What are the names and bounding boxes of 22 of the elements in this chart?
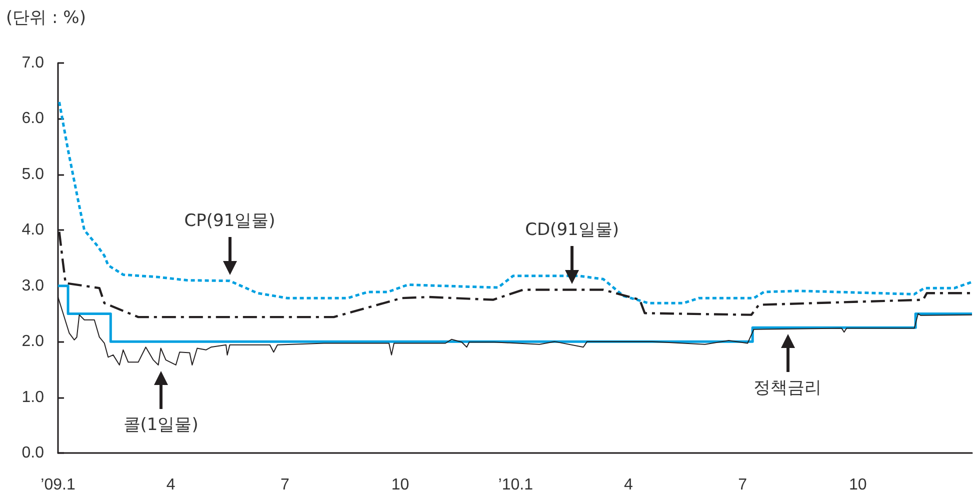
x-tick-label: 10: [391, 476, 410, 494]
x-tick-label: ’10.1: [498, 476, 534, 494]
y-tick-label: 1.0: [22, 388, 44, 406]
y-tick-label: 2.0: [22, 333, 44, 350]
x-tick-label: 4: [624, 476, 634, 494]
x-tick-label: 7: [280, 476, 290, 494]
y-tick-label: 5.0: [22, 166, 44, 183]
annotation: CD(91일물): [525, 218, 619, 241]
x-tick-label: ’09.1: [40, 476, 76, 494]
annotation: CP(91일물): [184, 210, 276, 232]
x-tick-label: 7: [738, 476, 748, 494]
y-tick-label: 6.0: [22, 110, 44, 128]
y-tick-label: 4.0: [22, 222, 44, 239]
annotation: 정책금리: [754, 376, 822, 399]
y-tick-label: 0.0: [22, 444, 44, 462]
line-series: [58, 100, 973, 304]
x-tick-label: 10: [849, 476, 867, 494]
annotation: 콜(1일물): [123, 414, 198, 436]
y-tick-label: 3.0: [22, 277, 44, 294]
y-axis-title: (단위 : %): [6, 7, 86, 29]
x-tick-label: 4: [166, 476, 176, 494]
y-tick-label: 7.0: [22, 54, 44, 72]
